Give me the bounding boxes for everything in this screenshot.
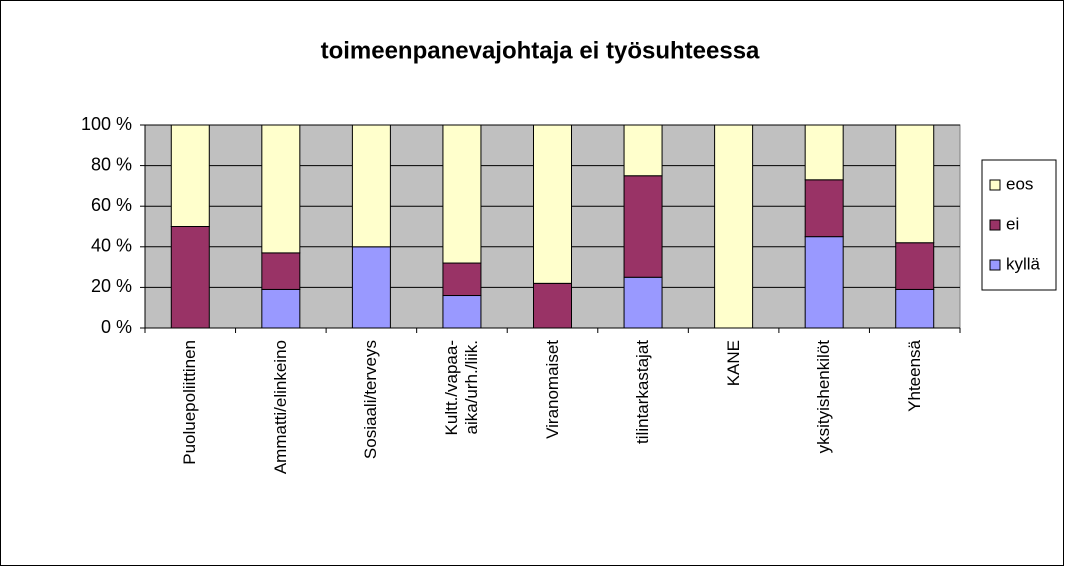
y-tick-label: 100 % <box>81 114 132 134</box>
x-tick-label: KANE <box>723 340 743 387</box>
legend-swatch <box>989 219 1001 231</box>
x-tick-label: tilintarkastajat <box>633 340 653 444</box>
bar-segment <box>623 175 663 278</box>
bar-segment <box>351 246 391 329</box>
legend-label: kyllä <box>1006 254 1041 273</box>
bar-segment <box>533 124 572 284</box>
legend-swatch <box>989 259 1001 271</box>
bar-segment <box>623 276 663 329</box>
bar-segment <box>895 288 935 329</box>
y-tick-label: 0 % <box>101 317 132 337</box>
bar-segment <box>351 124 391 248</box>
bar-segment <box>623 124 663 177</box>
bar-segment <box>895 242 935 290</box>
bar-segment <box>895 124 935 244</box>
bar-segment <box>170 226 210 329</box>
y-tick-label: 80 % <box>91 154 132 174</box>
x-tick-label: Puoluepoliittinen <box>180 340 200 465</box>
y-tick-label: 20 % <box>91 276 132 296</box>
legend-label: eos <box>1006 174 1033 193</box>
bar-segment <box>442 262 482 297</box>
y-tick-label: 60 % <box>91 195 132 215</box>
bar-segment <box>170 124 210 227</box>
x-tick-label: Ammatti/elinkeino <box>270 340 290 475</box>
bar-segment <box>261 288 301 329</box>
x-tick-label: Kultt./vapaa- aika/urh./liik. <box>441 340 481 436</box>
x-tick-label: Yhteensä <box>904 340 924 412</box>
legend-label: ei <box>1006 214 1019 233</box>
bar-segment <box>261 124 301 254</box>
bar-segment <box>442 295 482 329</box>
bar-segment <box>714 124 754 329</box>
bar-segment <box>261 252 301 290</box>
bar-segment <box>533 282 572 329</box>
bar-segment <box>804 179 844 238</box>
y-tick-label: 40 % <box>91 236 132 256</box>
bar-segment <box>804 124 844 181</box>
x-tick-label: yksityishenkilöt <box>814 340 834 454</box>
bar-segment <box>442 124 482 264</box>
x-tick-label: Viranomaiset <box>542 340 562 439</box>
bar-segment <box>804 236 844 329</box>
chart-title: toimeenpanevajohtaja ei työsuhteessa <box>321 37 760 64</box>
legend-swatch <box>989 179 1001 191</box>
x-tick-label: Sosiaali/terveys <box>361 340 381 460</box>
